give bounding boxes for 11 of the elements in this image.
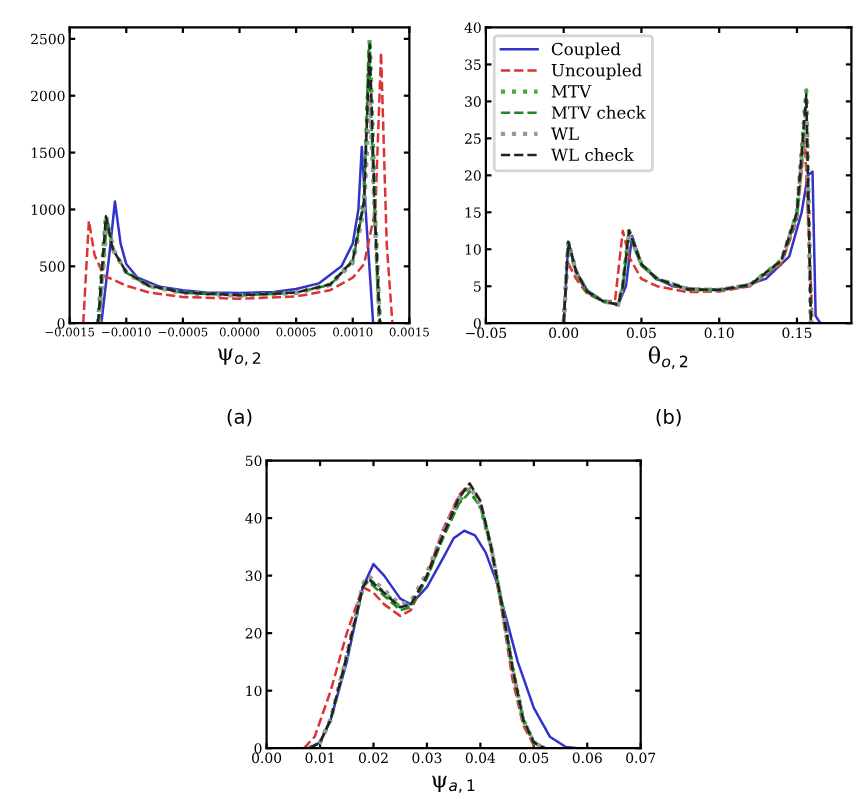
legend-label: WL check: [550, 148, 634, 162]
legend-label: Coupled: [551, 42, 621, 59]
legend-label: MTV: [551, 85, 592, 98]
text: (a): [227, 408, 252, 427]
x-axis-title: ψ$_{o,2}$: [218, 348, 261, 366]
legend-label: Uncoupled: [551, 63, 642, 80]
legend-label: WL: [550, 127, 579, 140]
x-axis-title: ψ$_{a,1}$: [432, 775, 475, 793]
x-axis-title: θ$_{o,2}$: [648, 346, 688, 369]
text: (b): [656, 408, 681, 427]
legend-label: MTV check: [551, 105, 646, 119]
